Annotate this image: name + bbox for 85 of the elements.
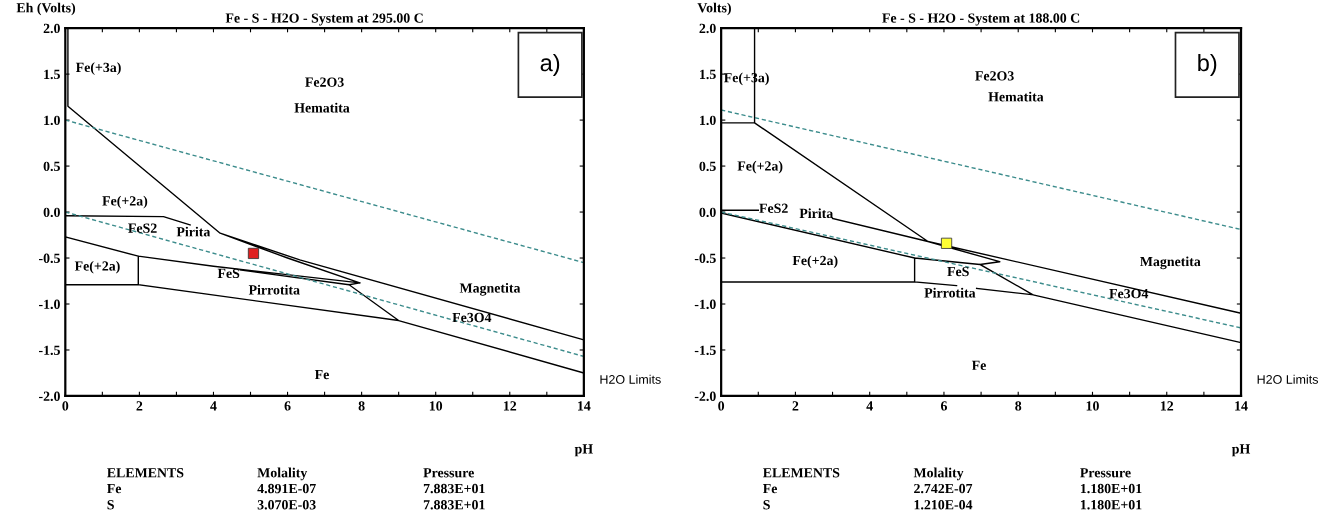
y-tick-label: 0.5 <box>699 161 716 172</box>
x-tick-label: 6 <box>940 401 948 411</box>
y-tick-label: 1.5 <box>44 69 60 80</box>
text: 2.742E-07 <box>914 483 973 494</box>
text: Pressure <box>423 468 474 478</box>
text: Fe <box>107 484 122 494</box>
text: S <box>107 500 114 510</box>
text: 1.180E+01 <box>1080 483 1142 494</box>
x-tick-label: 4 <box>866 401 873 411</box>
annotation: Fe3O4 <box>1109 288 1149 299</box>
text: H2O Limits <box>1257 374 1318 384</box>
y-axis-title: Eh (Volts) <box>16 2 76 16</box>
annotation: Fe(+2a) <box>74 260 120 274</box>
annotation: Pirita <box>799 208 834 219</box>
text: ELEMENTS <box>762 468 840 478</box>
y-tick-label: 1.5 <box>700 69 716 80</box>
annotation: Magnetita <box>459 282 521 296</box>
x-axis-title: pH <box>1231 444 1251 457</box>
y-tick-label: -0.5 <box>38 253 60 264</box>
x-tick-label: 6 <box>284 401 291 411</box>
y-tick-label: 0.5 <box>43 161 60 172</box>
x-tick-label: 4 <box>210 401 217 411</box>
annotation: Hematita <box>294 102 350 113</box>
annotation: Hematita <box>988 91 1044 102</box>
annotation: Fe <box>314 369 329 380</box>
annotation: Fe(+3a) <box>75 62 121 75</box>
y-tick-label: 1.0 <box>700 115 716 126</box>
chart-title: Fe - S - H2O - System at 188.00 C <box>882 13 1080 26</box>
text: 4.891E-07 <box>257 483 316 494</box>
text: 7.883E+01 <box>423 500 485 510</box>
annotation: a) <box>540 53 560 76</box>
text: H2O Limits <box>600 374 661 384</box>
annotation: Fe2O3 <box>305 77 344 87</box>
x-tick-label: 0 <box>718 401 725 411</box>
annotation: Fe(+2a) <box>102 195 148 209</box>
text: S <box>763 500 770 510</box>
text: Molality <box>913 467 964 481</box>
y-tick-label: -0.5 <box>694 253 716 264</box>
text: 1.210E-04 <box>914 500 973 510</box>
annotation: Fe <box>971 360 986 370</box>
text: Fe <box>762 484 778 494</box>
annotation: Pirrotita <box>924 287 976 298</box>
annotation: FeS <box>217 268 240 279</box>
y-tick-label: -2.0 <box>38 391 60 401</box>
text: ELEMENTS <box>107 468 184 478</box>
y-axis-title: Volts) <box>697 2 731 16</box>
annotation: Fe(+2a) <box>737 160 783 174</box>
annotation: FeS <box>947 266 969 277</box>
x-tick-label: 12 <box>503 401 517 411</box>
text: Pressure <box>1080 468 1131 478</box>
x-tick-label: 10 <box>1086 401 1099 411</box>
y-tick-label: 2.0 <box>43 23 60 34</box>
text: 1.180E+01 <box>1080 500 1142 510</box>
y-tick-label: -1.5 <box>38 345 60 355</box>
y-tick-label: 2.0 <box>699 23 716 34</box>
y-tick-label: -2.0 <box>694 391 716 401</box>
text: 3.070E-03 <box>257 500 316 510</box>
x-tick-label: 0 <box>62 401 69 411</box>
x-tick-label: 8 <box>358 401 365 411</box>
annotation: FeS2 <box>759 203 788 213</box>
y-tick-label: 0.0 <box>699 207 716 218</box>
text: 7.883E+01 <box>423 483 485 494</box>
annotation: Pirrotita <box>248 284 300 295</box>
x-tick-label: 10 <box>429 401 443 411</box>
annotation: Fe2O3 <box>975 71 1014 81</box>
y-tick-label: 1.0 <box>44 115 60 126</box>
annotation: Pirita <box>176 226 211 237</box>
y-tick-label: 0.0 <box>43 207 60 218</box>
annotation: FeS2 <box>128 223 157 233</box>
x-tick-label: 14 <box>1235 401 1248 411</box>
x-tick-label: 14 <box>578 401 591 411</box>
x-tick-label: 12 <box>1160 401 1174 411</box>
y-tick-label: -1.0 <box>694 299 716 310</box>
x-axis-title: pH <box>574 444 593 457</box>
annotation: Fe3O4 <box>452 312 492 323</box>
x-tick-label: 8 <box>1015 401 1022 411</box>
annotation: b) <box>1198 53 1217 76</box>
text: Molality <box>257 467 308 481</box>
annotation: Fe(+2a) <box>792 255 838 268</box>
x-tick-label: 2 <box>136 401 143 411</box>
x-tick-label: 2 <box>792 401 799 411</box>
chart-title: Fe - S - H2O - System at 295.00 C <box>225 13 423 26</box>
y-tick-label: -1.0 <box>38 299 60 310</box>
annotation: Magnetita <box>1140 256 1201 270</box>
y-tick-label: -1.5 <box>694 345 716 355</box>
